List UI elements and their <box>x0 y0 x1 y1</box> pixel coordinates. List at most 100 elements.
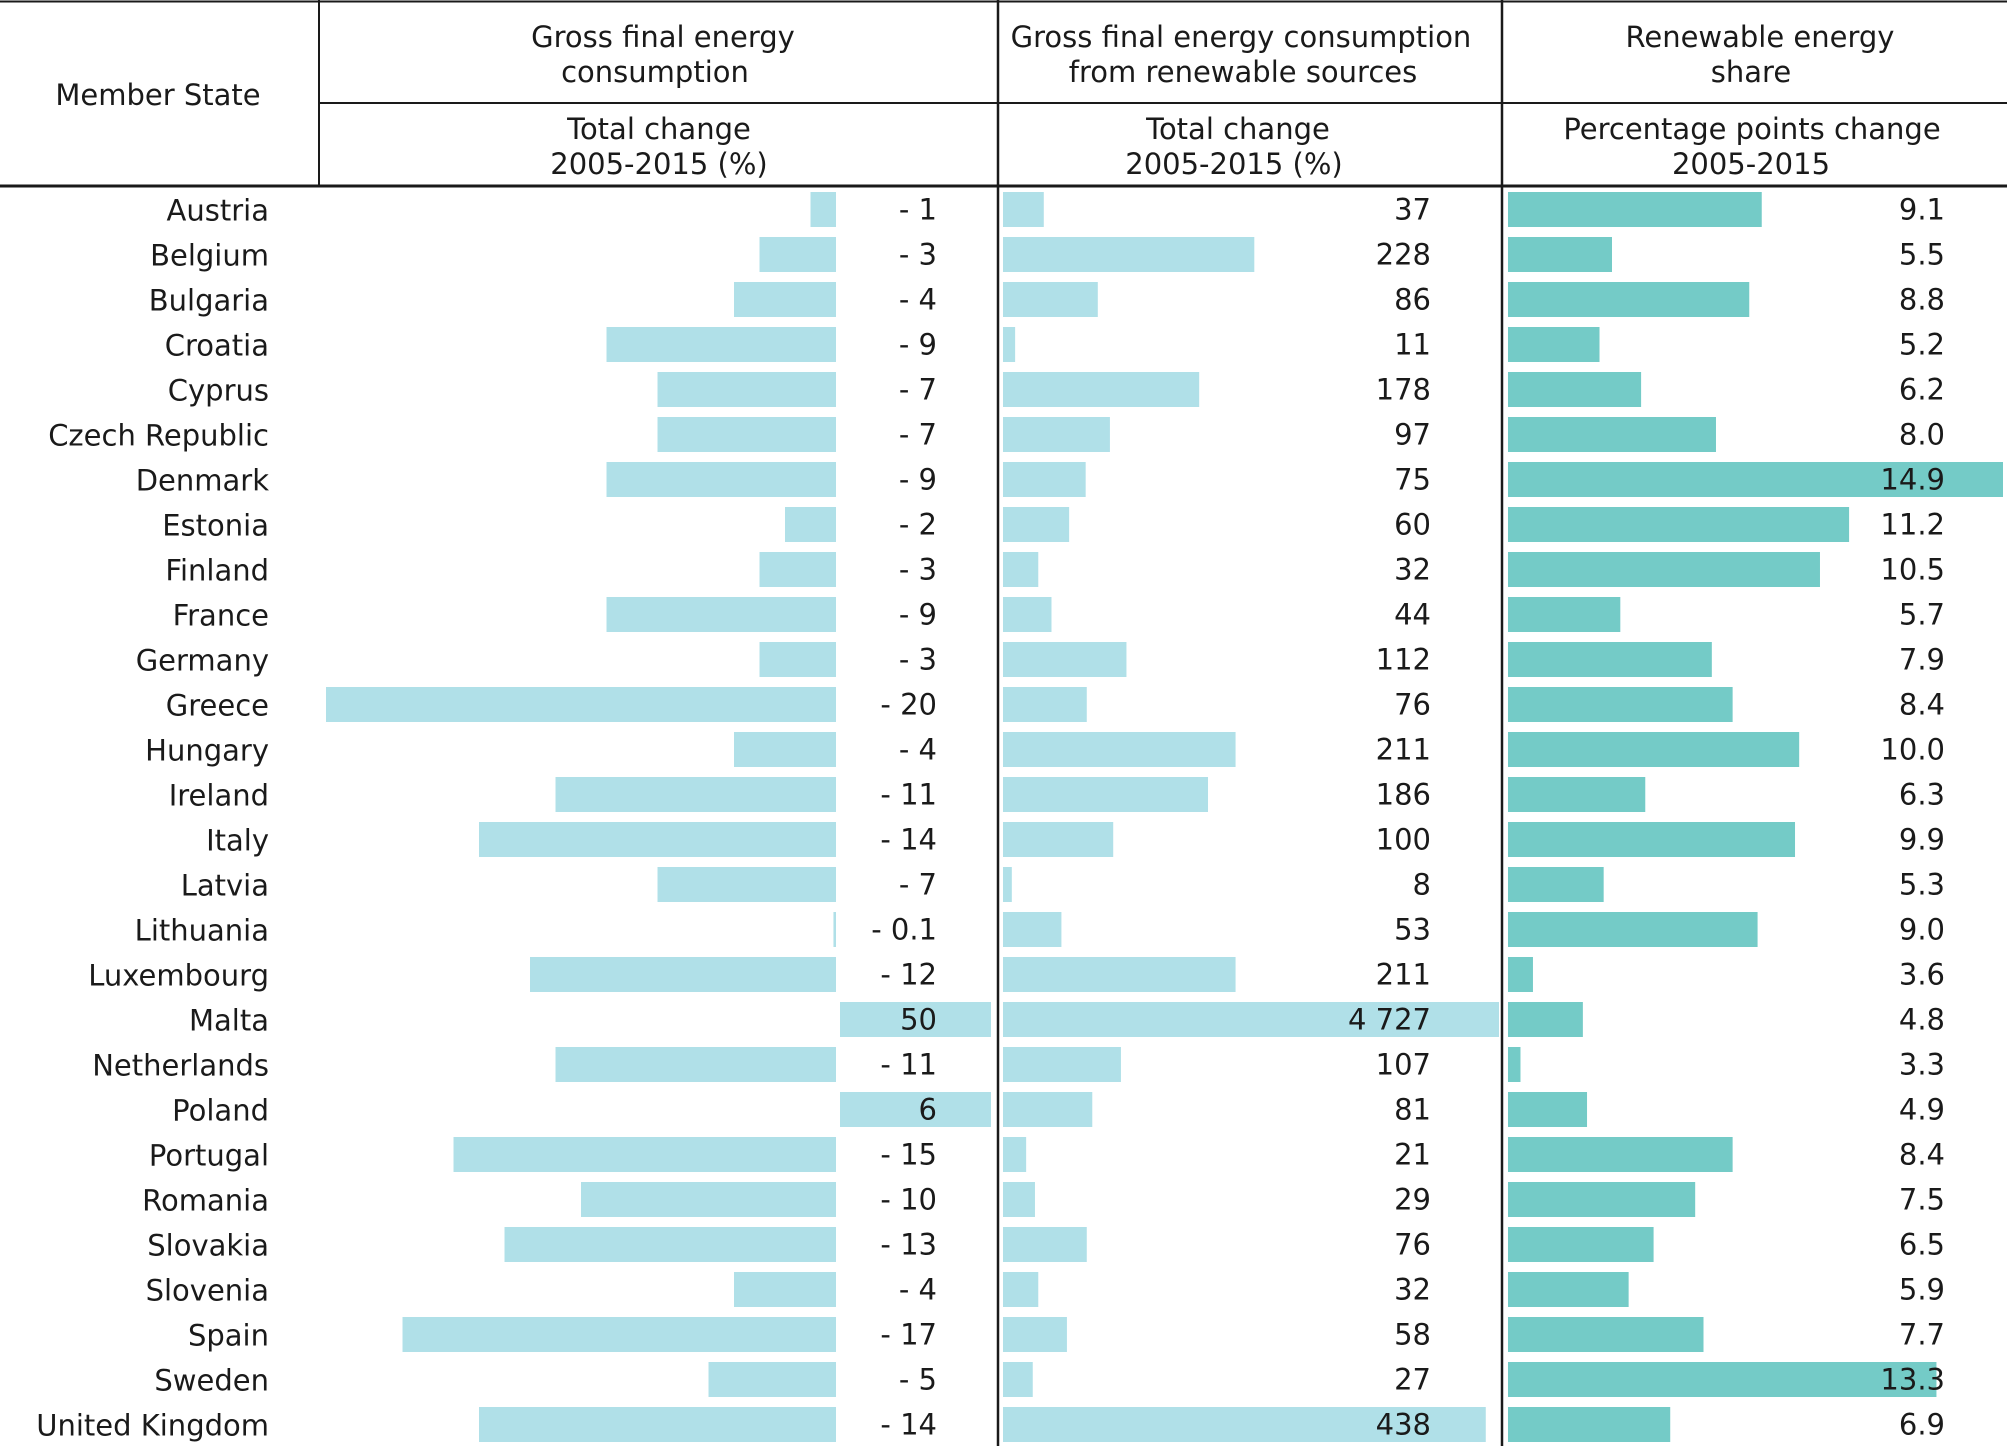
bar-renewable-share <box>1508 507 1850 542</box>
bar-renewable-consumption <box>1003 642 1127 677</box>
value-renewable-consumption: 29 <box>1394 1183 1431 1217</box>
value-gross-consumption: - 12 <box>880 958 937 992</box>
value-gross-consumption: - 4 <box>899 283 937 317</box>
col1-sub-line1: Total change <box>566 112 751 146</box>
country-label: Luxembourg <box>88 959 269 993</box>
bar-gross-consumption <box>479 1407 836 1442</box>
value-renewable-consumption: 178 <box>1376 373 1431 407</box>
bar-renewable-consumption <box>1003 1092 1093 1127</box>
bar-renewable-share <box>1508 1137 1733 1172</box>
country-label: Malta <box>189 1004 269 1038</box>
bar-gross-consumption <box>734 1272 836 1307</box>
bar-gross-consumption <box>479 822 836 857</box>
value-gross-consumption: - 3 <box>899 238 937 272</box>
bar-gross-consumption <box>504 1227 836 1262</box>
value-renewable-share: 4.8 <box>1899 1003 1945 1037</box>
value-renewable-share: 6.2 <box>1899 373 1945 407</box>
bar-renewable-share <box>1508 282 1750 317</box>
value-gross-consumption: - 4 <box>899 1273 937 1307</box>
value-renewable-share: 5.3 <box>1899 868 1945 902</box>
bar-renewable-share <box>1508 462 2003 497</box>
value-renewable-share: 14.9 <box>1880 463 1945 497</box>
bar-renewable-share <box>1508 1092 1588 1127</box>
bar-renewable-consumption <box>1003 777 1209 812</box>
bar-renewable-consumption <box>1003 462 1086 497</box>
value-gross-consumption: 50 <box>900 1003 937 1037</box>
bar-renewable-consumption <box>1003 1047 1121 1082</box>
bar-renewable-share <box>1508 687 1733 722</box>
country-label: Croatia <box>165 329 269 363</box>
bar-renewable-share <box>1508 1317 1704 1352</box>
bar-gross-consumption <box>606 327 836 362</box>
bar-renewable-share <box>1508 372 1642 407</box>
bar-gross-consumption <box>759 237 836 272</box>
country-label: Italy <box>206 824 269 858</box>
value-gross-consumption: - 7 <box>899 418 937 452</box>
bar-renewable-consumption <box>1003 1272 1039 1307</box>
country-label: Czech Republic <box>48 419 269 453</box>
bar-gross-consumption <box>530 957 836 992</box>
bar-renewable-share <box>1508 957 1533 992</box>
bar-gross-consumption <box>402 1317 836 1352</box>
bar-renewable-consumption <box>1003 327 1016 362</box>
value-gross-consumption: - 10 <box>880 1183 937 1217</box>
country-label: Greece <box>166 689 269 723</box>
bar-gross-consumption <box>833 912 836 947</box>
value-gross-consumption: - 17 <box>880 1318 937 1352</box>
value-gross-consumption: - 11 <box>880 778 937 812</box>
value-renewable-consumption: 76 <box>1394 688 1431 722</box>
bar-renewable-consumption <box>1003 912 1062 947</box>
value-gross-consumption: - 13 <box>880 1228 937 1262</box>
bar-gross-consumption <box>657 417 836 452</box>
bar-gross-consumption <box>326 687 836 722</box>
country-label: Portugal <box>149 1139 269 1173</box>
value-gross-consumption: - 2 <box>899 508 937 542</box>
bar-gross-consumption <box>708 1362 836 1397</box>
value-renewable-share: 6.3 <box>1899 778 1945 812</box>
bar-gross-consumption <box>840 1092 991 1127</box>
value-renewable-share: 7.5 <box>1899 1183 1945 1217</box>
col2-group-line1: Gross final energy consumption <box>1011 20 1472 54</box>
value-renewable-consumption: 60 <box>1394 508 1431 542</box>
bar-renewable-share <box>1508 552 1820 587</box>
bar-gross-consumption <box>734 732 836 767</box>
country-label: Lithuania <box>135 914 269 948</box>
bar-renewable-share <box>1508 642 1712 677</box>
value-renewable-share: 11.2 <box>1880 508 1945 542</box>
bar-renewable-consumption <box>1003 237 1255 272</box>
value-renewable-consumption: 112 <box>1376 643 1431 677</box>
bar-renewable-share <box>1508 822 1796 857</box>
bar-gross-consumption <box>657 372 836 407</box>
bar-renewable-share <box>1508 867 1604 902</box>
value-gross-consumption: - 20 <box>880 688 937 722</box>
value-renewable-consumption: 21 <box>1394 1138 1431 1172</box>
value-renewable-consumption: 11 <box>1394 328 1431 362</box>
value-renewable-consumption: 4 727 <box>1348 1003 1431 1037</box>
bar-renewable-share <box>1508 1047 1521 1082</box>
value-renewable-consumption: 186 <box>1376 778 1431 812</box>
value-gross-consumption: - 9 <box>899 463 937 497</box>
value-renewable-consumption: 107 <box>1376 1048 1431 1082</box>
value-gross-consumption: 6 <box>919 1093 937 1127</box>
value-renewable-consumption: 211 <box>1376 958 1431 992</box>
bar-gross-consumption <box>759 642 836 677</box>
value-renewable-consumption: 97 <box>1394 418 1431 452</box>
bar-renewable-share <box>1508 237 1612 272</box>
value-renewable-consumption: 32 <box>1394 1273 1431 1307</box>
bar-gross-consumption <box>453 1137 836 1172</box>
country-label: Slovenia <box>146 1274 269 1308</box>
bar-renewable-consumption <box>1003 957 1236 992</box>
value-renewable-consumption: 438 <box>1376 1408 1431 1442</box>
bar-renewable-share <box>1508 912 1758 947</box>
value-renewable-consumption: 75 <box>1394 463 1431 497</box>
country-label: Ireland <box>169 779 269 813</box>
bar-renewable-consumption <box>1003 417 1110 452</box>
value-gross-consumption: - 4 <box>899 733 937 767</box>
bar-renewable-share <box>1508 417 1716 452</box>
value-gross-consumption: - 3 <box>899 643 937 677</box>
bar-renewable-consumption <box>1003 192 1044 227</box>
bar-renewable-consumption <box>1003 687 1087 722</box>
bar-renewable-share <box>1508 192 1762 227</box>
country-label: Estonia <box>162 509 269 543</box>
